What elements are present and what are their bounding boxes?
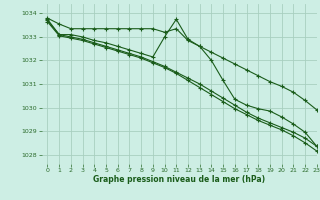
X-axis label: Graphe pression niveau de la mer (hPa): Graphe pression niveau de la mer (hPa) — [93, 175, 265, 184]
